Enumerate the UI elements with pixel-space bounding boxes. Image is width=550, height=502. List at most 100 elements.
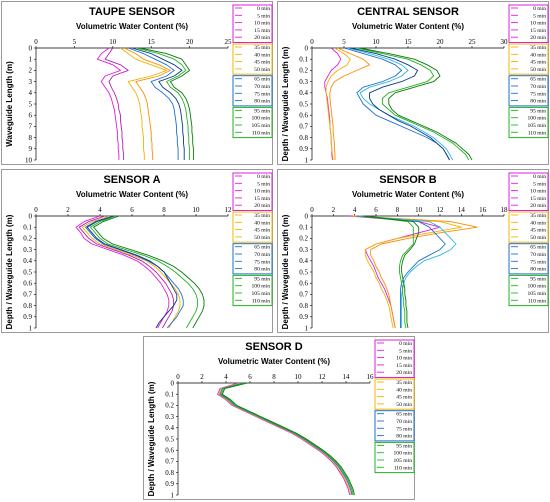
y-axis-title: Depth / Waveguide Length (m) [281,214,290,329]
x-tick-label: 10 [415,206,423,214]
legend-entry: 110 min [252,298,270,304]
chart-sensorB: SENSOR B Volumetric Water Content (%) Dept… [281,172,549,332]
y-tick-label: 0.3 [299,78,308,86]
legend-entry: 50 min [254,67,270,73]
x-tick-label: 15 [148,38,156,46]
x-tick-label: 18 [501,206,509,214]
legend-entry: 35 min [254,213,270,219]
legend-entry: 35 min [254,45,270,51]
legend-entry: 5 min [533,13,546,19]
x-tick-label: 4 [224,373,228,381]
series-line-95-min [89,215,199,329]
y-tick-label: 1 [171,491,175,499]
chart-title: CENTRAL SENSOR [357,6,459,18]
x-tick-label: 14 [458,206,466,214]
chart-title: SENSOR B [379,174,437,186]
y-tick-label: 0.7 [299,291,308,299]
legend-entry: 5 min [257,181,270,187]
y-tick-label: 0 [29,212,33,220]
legend-group-box [508,172,549,211]
series-line-35-min [325,47,351,161]
x-tick-label: 6 [374,206,378,214]
legend-entry: 80 min [530,99,546,105]
x-tick-label: 2 [66,206,70,214]
legend-group-box [374,441,415,474]
x-tick-label: 0 [310,38,314,46]
legend-entry: 80 min [396,434,412,440]
y-tick-label: 0.6 [23,280,32,288]
y-tick-label: 3 [29,78,33,86]
y-tick-label: 0.3 [23,246,32,254]
y-tick-label: 0.1 [165,391,174,399]
y-tick-label: 0.1 [23,224,32,232]
x-tick-label: 6 [130,206,134,214]
legend-entry: 105 min [252,123,271,129]
y-tick-label: 0.1 [299,56,308,64]
y-tick-label: 0.8 [23,302,32,310]
legend-entry: 50 min [254,235,270,241]
y-axis-title: Depth / Waveguide Length (m) [5,214,14,329]
x-tick-label: 2 [332,206,336,214]
series-line-80-min [131,47,185,160]
y-axis-title: Depth / Waveguide Length (m) [281,46,290,161]
y-tick-label: 0.3 [165,413,174,421]
y-tick-label: 0.5 [299,268,308,276]
x-tick-label: 5 [73,38,77,46]
x-tick-label: 16 [479,206,487,214]
y-tick-label: 0.6 [299,112,308,120]
legend-entry: 75 min [530,91,546,97]
legend-entry: 20 min [396,370,412,376]
y-tick-label: 0.8 [299,302,308,310]
series-line-95-min [220,382,354,496]
series-line-35-min [81,215,181,329]
x-tick-label: 4 [353,206,357,214]
chart-central: CENTRAL SENSOR Volumetric Water Content (… [281,4,549,164]
series-line-80-min [86,215,178,329]
series-line-110-min [93,215,205,329]
legend-entry: 10 min [254,21,270,27]
series-line-65-min [343,47,450,161]
legend-entry: 70 min [396,419,412,425]
legend-entry: 105 min [528,123,547,129]
legend-entry: 20 min [530,35,546,41]
legend-entry: 10 min [530,21,546,27]
x-tick-label: 12 [319,373,327,381]
panel-sensor-a: SENSOR A Volumetric Water Content (%) Dept… [1,169,273,333]
legend-entry: 15 min [530,28,546,34]
x-tick-label: 0 [34,38,38,46]
legend-entry: 50 min [396,402,412,408]
y-tick-label: 0.4 [165,424,174,432]
legend-entry: 10 min [254,189,270,195]
legend-entry: 20 min [530,203,546,209]
legend-entry: 10 min [530,189,546,195]
y-tick-label: 0.8 [299,134,308,142]
series-line-35-min [352,215,462,329]
y-tick-label: 0.5 [165,435,174,443]
x-tick-label: 15 [405,38,413,46]
x-tick-label: 20 [186,38,194,46]
legend-entry: 80 min [254,99,270,105]
x-tick-label: 25 [469,38,477,46]
legend-entry: 65 min [396,412,412,418]
x-tick-label: 16 [367,373,375,381]
x-axis-title: Volumetric Water Content (%) [76,22,188,31]
legend-entry: 70 min [530,252,546,258]
y-tick-label: 0.4 [299,89,308,97]
legend-entry: 110 min [394,465,412,471]
legend-entry: 95 min [530,108,546,114]
x-tick-label: 8 [272,373,276,381]
x-tick-label: 20 [437,38,445,46]
series-line-0-min [349,215,441,329]
legend-entry: 20 min [254,203,270,209]
legend-entry: 100 min [528,116,547,122]
legend-entry: 40 min [530,52,546,58]
y-tick-label: 0.5 [23,268,32,276]
series-line-65-min [128,47,179,160]
legend-entry: 65 min [254,245,270,251]
y-tick-label: 0.7 [299,123,308,131]
x-tick-label: 0 [176,373,180,381]
x-tick-label: 0 [34,206,38,214]
legend-entry: 65 min [254,77,270,83]
x-axis-title: Volumetric Water Content (%) [76,190,188,199]
x-tick-label: 12 [225,206,233,214]
